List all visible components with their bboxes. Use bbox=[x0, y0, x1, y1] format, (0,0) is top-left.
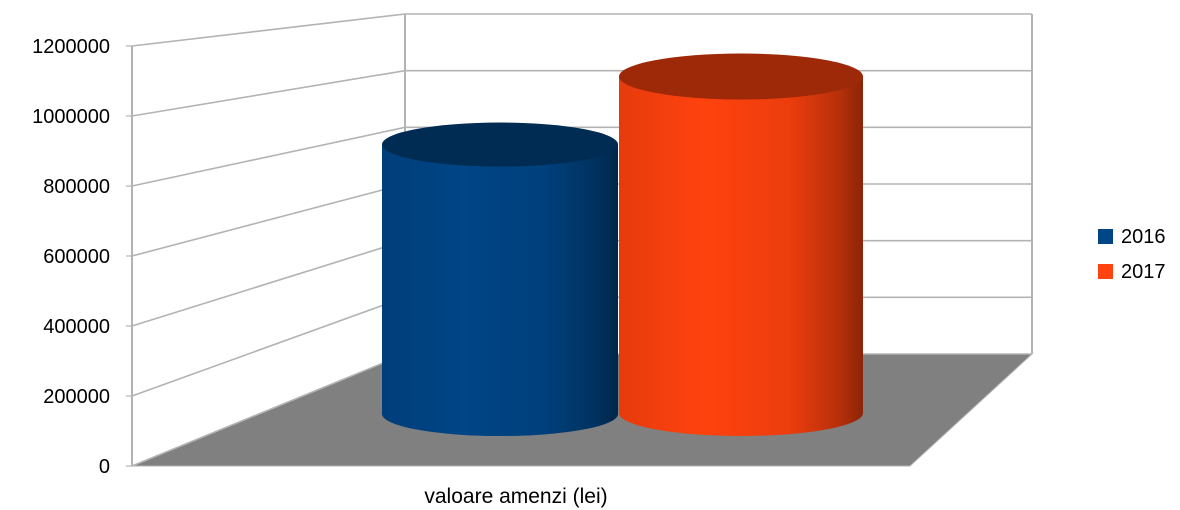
bar-top bbox=[619, 53, 863, 100]
legend-swatch bbox=[1098, 264, 1113, 279]
bar-2016 bbox=[382, 122, 618, 436]
legend: 2016 2017 bbox=[1098, 226, 1166, 283]
x-category-label: valoare amenzi (lei) bbox=[424, 485, 607, 508]
bar-2017 bbox=[619, 53, 863, 436]
y-tick-label: 1200000 bbox=[32, 36, 110, 58]
y-axis-ticks: 0 200000 400000 600000 800000 1000000 1200000 bbox=[32, 36, 132, 478]
gridline-side bbox=[131, 126, 406, 187]
y-tick-label: 200000 bbox=[43, 386, 110, 408]
gridline-side bbox=[131, 239, 406, 327]
y-tick-label: 0 bbox=[99, 456, 110, 478]
legend-swatch bbox=[1098, 229, 1113, 244]
bar-body bbox=[619, 76, 863, 436]
y-tick-label: 400000 bbox=[43, 316, 110, 338]
bar-top bbox=[382, 122, 618, 167]
gridline-side bbox=[131, 69, 406, 117]
bar-body bbox=[382, 144, 618, 436]
gridline-side bbox=[131, 296, 406, 397]
bars bbox=[382, 53, 863, 436]
y-tick-label: 1000000 bbox=[32, 106, 110, 128]
gridline-side bbox=[131, 13, 406, 47]
legend-label: 2016 bbox=[1121, 226, 1166, 248]
y-tick-label: 800000 bbox=[43, 176, 110, 198]
y-tick-label: 600000 bbox=[43, 246, 110, 268]
gridline-side bbox=[131, 353, 406, 467]
gridline-side bbox=[131, 183, 406, 257]
x-axis-categories: valoare amenzi (lei) bbox=[424, 485, 607, 508]
legend-label: 2017 bbox=[1121, 261, 1166, 283]
